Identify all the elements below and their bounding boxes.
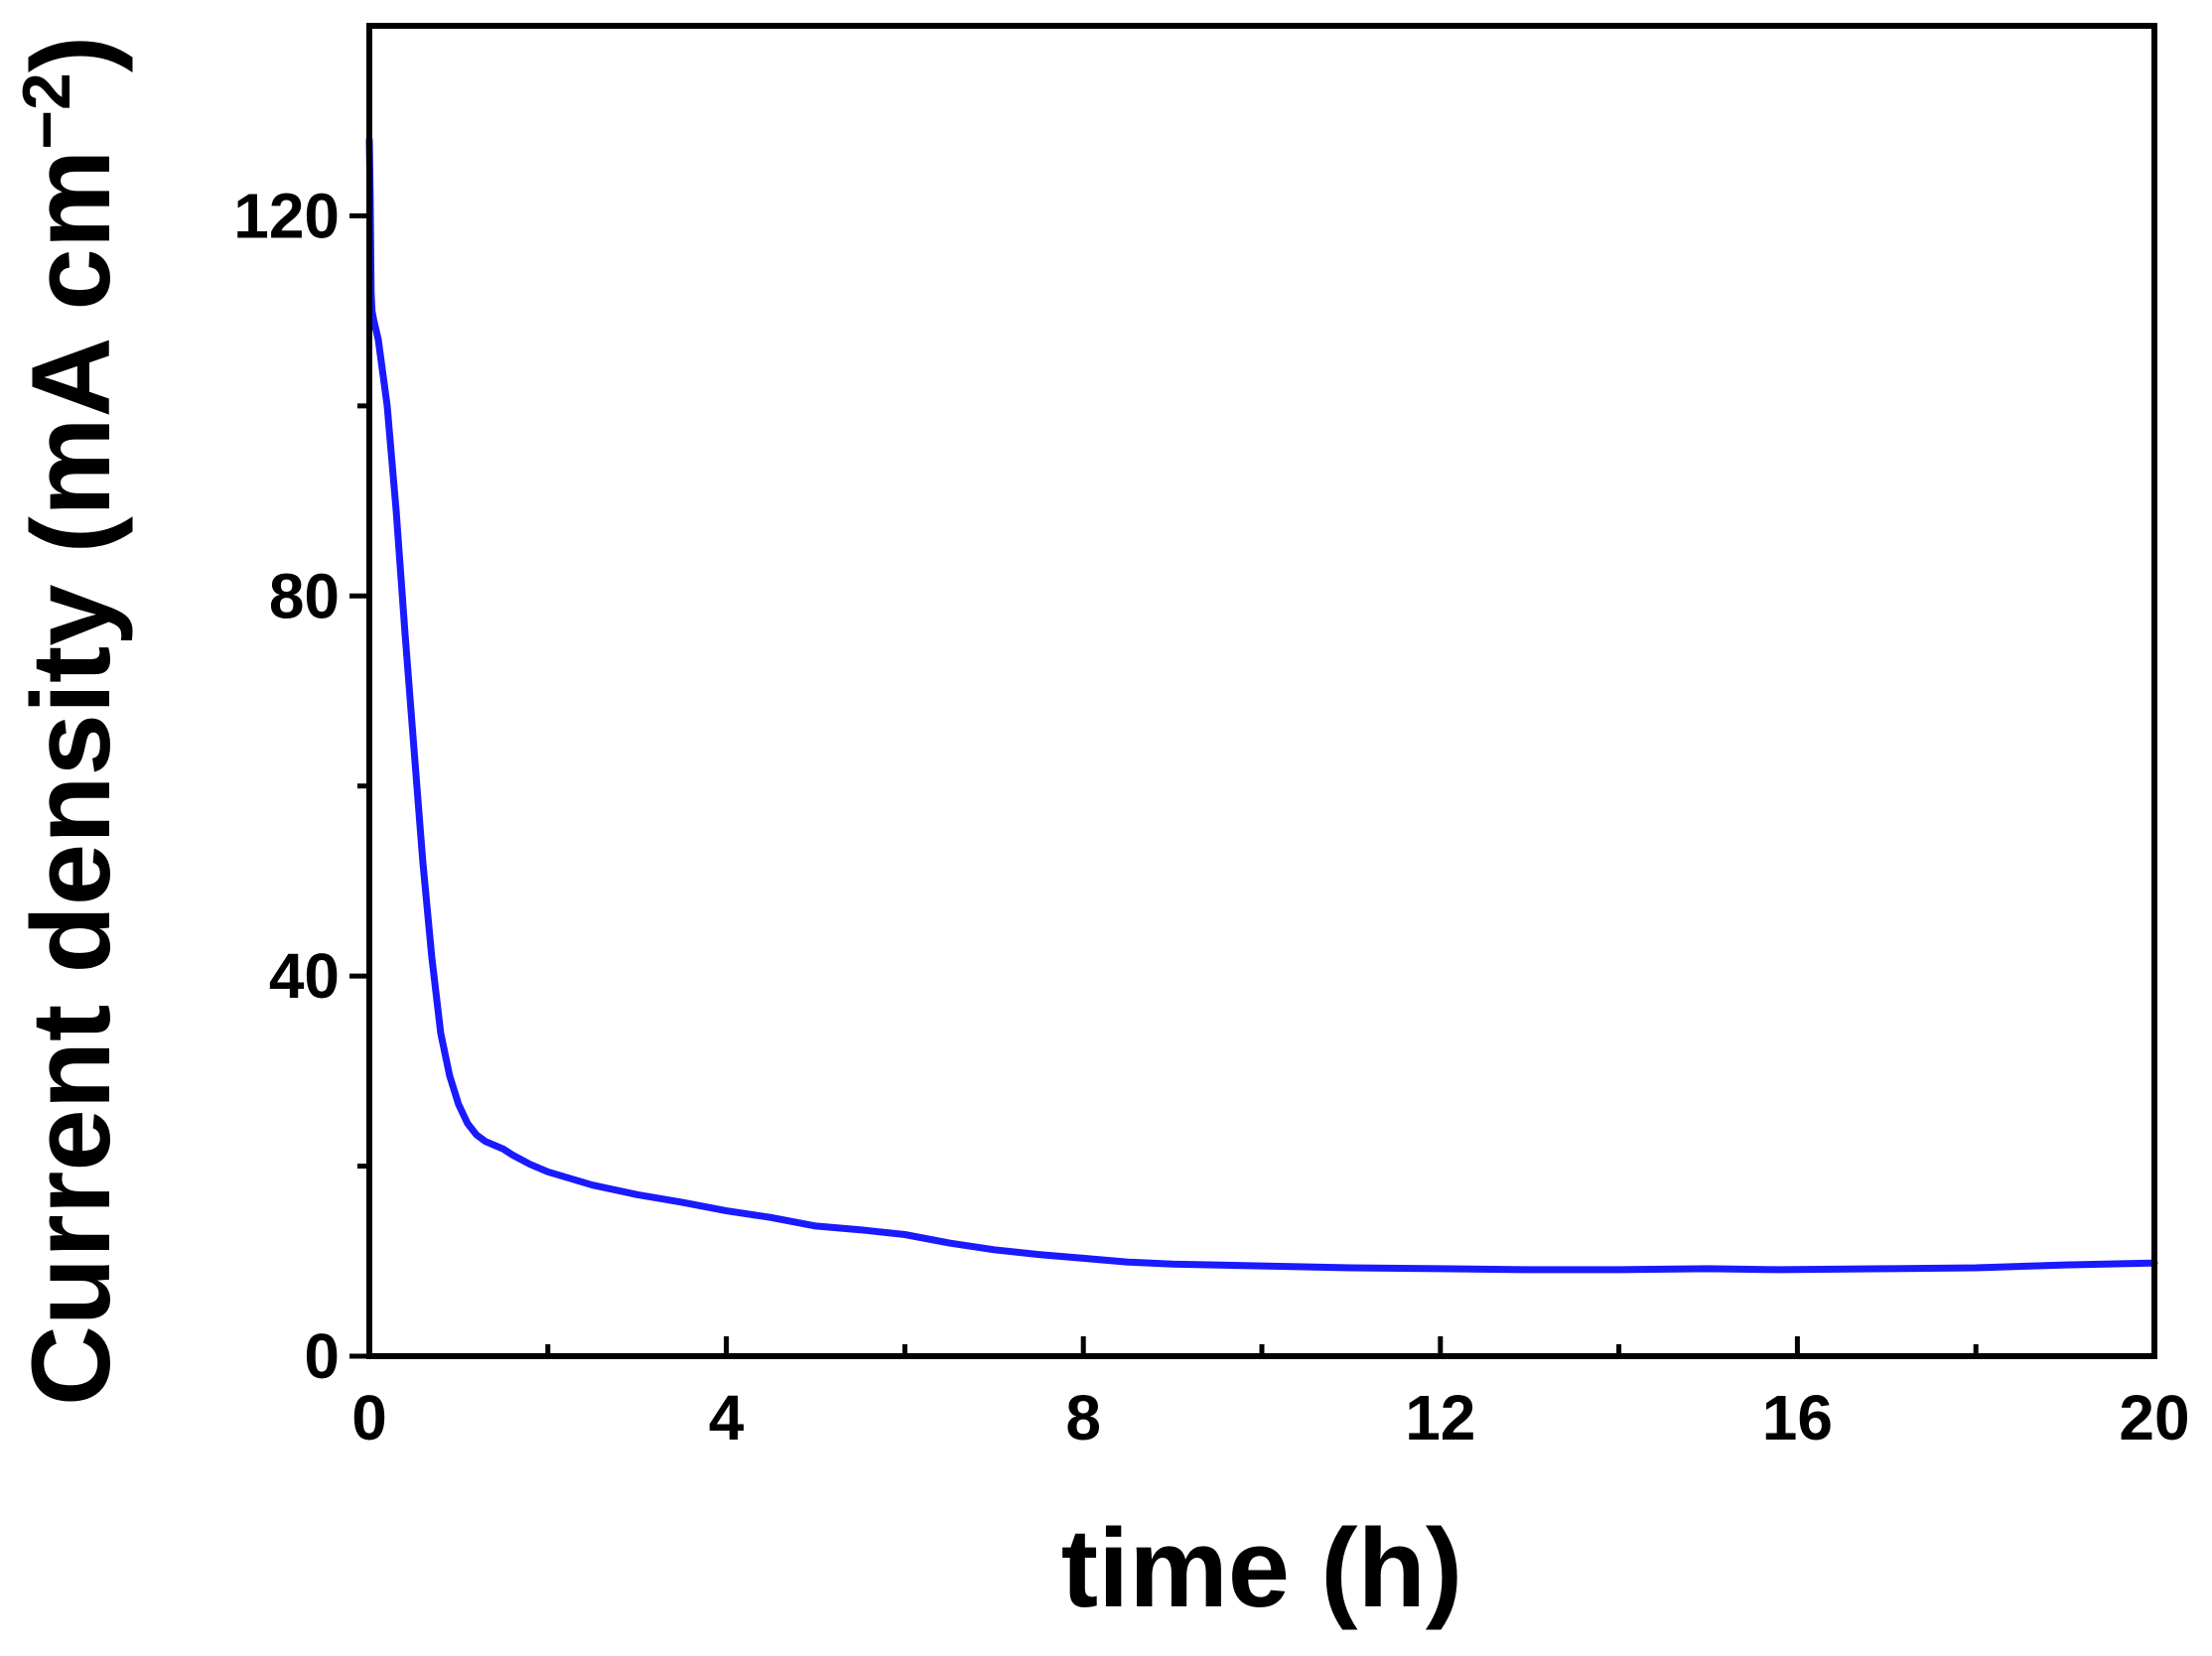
y-axis-title-main: Current density (mA cm [9,150,133,1406]
x-tick-label: 16 [1762,1382,1833,1453]
x-tick-label: 12 [1405,1382,1475,1453]
y-axis-title: Current density (mA cm−2) [9,36,133,1406]
plot-frame [366,23,2157,1359]
x-axis-title: time (h) [1061,1506,1462,1630]
axis-ticks [349,212,2157,1359]
x-tick-label: 20 [2119,1382,2189,1453]
y-tick-label: 40 [269,940,340,1012]
x-tick-label: 4 [709,1382,745,1453]
y-axis-title-close: ) [9,36,133,72]
x-tick-label: 8 [1065,1382,1101,1453]
y-axis-title-superscript: −2 [9,72,84,150]
y-tick-label: 0 [304,1320,340,1392]
x-tick-label: 0 [351,1382,387,1453]
series-line-current-density [365,136,2158,1274]
y-tick-label: 80 [269,560,340,631]
tick-labels: 0 4 8 12 16 20 0 40 80 120 [233,180,2189,1453]
y-tick-label: 120 [233,180,340,251]
